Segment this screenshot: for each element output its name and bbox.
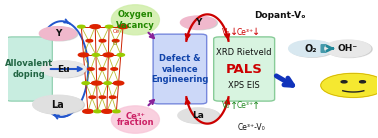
Circle shape xyxy=(99,40,106,42)
Circle shape xyxy=(94,110,101,113)
Circle shape xyxy=(117,54,124,56)
Text: Defect &
valence
Engineering: Defect & valence Engineering xyxy=(151,54,209,84)
Circle shape xyxy=(180,16,216,29)
Circle shape xyxy=(289,40,333,57)
Circle shape xyxy=(341,81,347,83)
Circle shape xyxy=(113,81,124,85)
Circle shape xyxy=(39,27,76,40)
Circle shape xyxy=(359,81,366,83)
Text: Ce³⁺: Ce³⁺ xyxy=(236,28,253,37)
Circle shape xyxy=(83,109,93,113)
Text: OH⁻: OH⁻ xyxy=(338,44,358,53)
Text: Ce³⁺-V₀: Ce³⁺-V₀ xyxy=(238,123,266,132)
FancyBboxPatch shape xyxy=(153,34,207,104)
Circle shape xyxy=(92,54,100,56)
FancyBboxPatch shape xyxy=(6,37,52,101)
Text: O: O xyxy=(113,41,117,46)
Circle shape xyxy=(87,68,94,70)
FancyArrow shape xyxy=(321,43,337,54)
Circle shape xyxy=(34,96,84,114)
Text: Oxygen
Vacancy: Oxygen Vacancy xyxy=(116,10,155,30)
Text: XRD Rietveld: XRD Rietveld xyxy=(217,48,272,57)
Circle shape xyxy=(41,61,85,77)
Circle shape xyxy=(33,95,83,114)
Circle shape xyxy=(102,109,112,113)
Circle shape xyxy=(178,108,218,123)
Text: Eu: Eu xyxy=(57,64,70,74)
Text: ↑: ↑ xyxy=(252,101,260,111)
Circle shape xyxy=(109,96,116,98)
Circle shape xyxy=(118,25,128,29)
Circle shape xyxy=(91,81,102,85)
Text: Ce: Ce xyxy=(113,29,120,34)
Circle shape xyxy=(112,40,119,42)
Text: Ce³⁺: Ce³⁺ xyxy=(125,112,145,121)
Text: Ce³⁺: Ce³⁺ xyxy=(236,101,253,110)
Circle shape xyxy=(82,82,90,84)
Text: La: La xyxy=(192,111,204,120)
Ellipse shape xyxy=(112,106,160,133)
Text: O₂: O₂ xyxy=(305,43,317,54)
Circle shape xyxy=(111,68,118,70)
Text: V₀: V₀ xyxy=(222,101,231,110)
Circle shape xyxy=(43,61,87,78)
Text: La: La xyxy=(51,99,64,110)
Circle shape xyxy=(326,41,372,58)
Text: Dopant-Vₒ: Dopant-Vₒ xyxy=(254,11,305,20)
Circle shape xyxy=(103,53,113,57)
Circle shape xyxy=(41,27,78,41)
Circle shape xyxy=(325,40,371,57)
Circle shape xyxy=(90,25,101,29)
Circle shape xyxy=(182,17,217,30)
Ellipse shape xyxy=(112,5,160,35)
Circle shape xyxy=(99,68,106,70)
Text: Allovalent
doping: Allovalent doping xyxy=(5,59,53,79)
Text: fraction: fraction xyxy=(117,118,154,128)
Circle shape xyxy=(99,96,106,98)
Text: XPS EIS: XPS EIS xyxy=(228,81,260,90)
Circle shape xyxy=(89,96,96,98)
Text: V₀: V₀ xyxy=(222,28,231,37)
Text: Y: Y xyxy=(55,29,61,38)
Circle shape xyxy=(113,110,120,113)
Text: ↓: ↓ xyxy=(252,27,260,37)
FancyBboxPatch shape xyxy=(214,37,275,101)
Circle shape xyxy=(78,53,89,57)
Circle shape xyxy=(77,25,85,28)
Circle shape xyxy=(179,108,220,124)
Circle shape xyxy=(105,25,113,28)
Circle shape xyxy=(86,40,93,42)
Text: ↑: ↑ xyxy=(230,101,239,111)
Text: ↓: ↓ xyxy=(230,27,239,37)
Text: PALS: PALS xyxy=(226,63,263,75)
Text: Y: Y xyxy=(195,18,201,27)
Circle shape xyxy=(104,82,112,84)
Circle shape xyxy=(290,41,335,57)
Circle shape xyxy=(321,73,378,97)
